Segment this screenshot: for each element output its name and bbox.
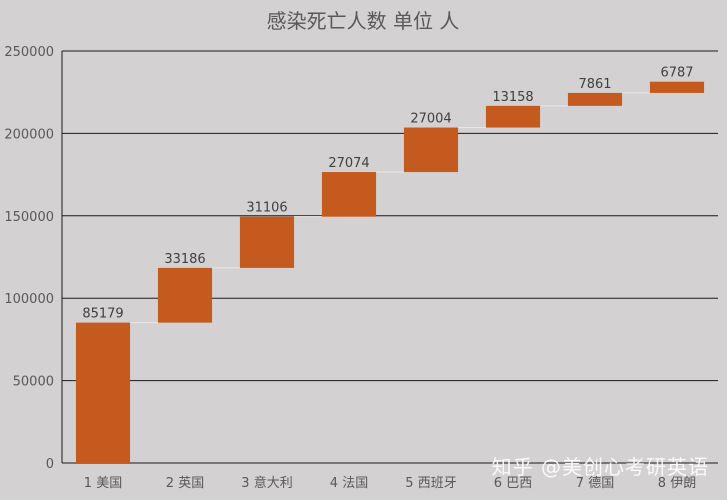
x-tick-label: 2 英国 <box>166 476 204 491</box>
x-tick-label: 8 伊朗 <box>658 476 696 491</box>
bar <box>403 127 459 173</box>
x-tick-label: 7 德国 <box>576 476 614 491</box>
y-axis: 0 50000 100000 150000 200000 250000 <box>4 45 54 472</box>
bars <box>75 81 705 463</box>
data-label: 13158 <box>492 90 533 105</box>
bar <box>485 105 541 128</box>
x-tick-label: 1 美国 <box>84 476 122 491</box>
bar <box>239 216 295 268</box>
data-label: 27004 <box>410 112 451 127</box>
data-label: 27074 <box>328 156 369 171</box>
data-label: 31106 <box>246 201 287 216</box>
y-tick-label: 250000 <box>4 45 54 60</box>
x-axis: 1 美国 2 英国 3 意大利 4 法国 5 西班牙 6 巴西 7 德国 8 伊朗 <box>84 475 696 491</box>
gridlines <box>61 50 718 464</box>
bar <box>321 172 377 217</box>
data-labels: 85179 33186 31106 27074 27004 13158 7861 6787 <box>82 66 693 322</box>
y-tick-label: 0 <box>46 457 54 472</box>
y-tick-label: 50000 <box>13 375 54 390</box>
chart-title: 感染死亡人数 单位 人 <box>267 9 460 33</box>
x-tick-label: 6 巴西 <box>494 476 532 491</box>
y-tick-label: 200000 <box>4 127 54 142</box>
y-tick-label: 100000 <box>4 292 54 307</box>
x-tick-label: 5 西班牙 <box>405 476 456 491</box>
data-label: 7861 <box>578 77 611 92</box>
x-tick-label: 4 法国 <box>330 476 368 491</box>
bar <box>649 81 705 93</box>
y-tick-label: 150000 <box>4 210 54 225</box>
watermark: 知乎 @美创心考研英语 <box>491 455 709 479</box>
x-tick-label: 3 意大利 <box>241 475 292 491</box>
bar <box>157 267 213 323</box>
data-label: 85179 <box>82 307 123 322</box>
data-label: 6787 <box>660 66 693 81</box>
bar <box>567 92 623 106</box>
bar <box>75 322 131 463</box>
data-label: 33186 <box>164 252 205 267</box>
